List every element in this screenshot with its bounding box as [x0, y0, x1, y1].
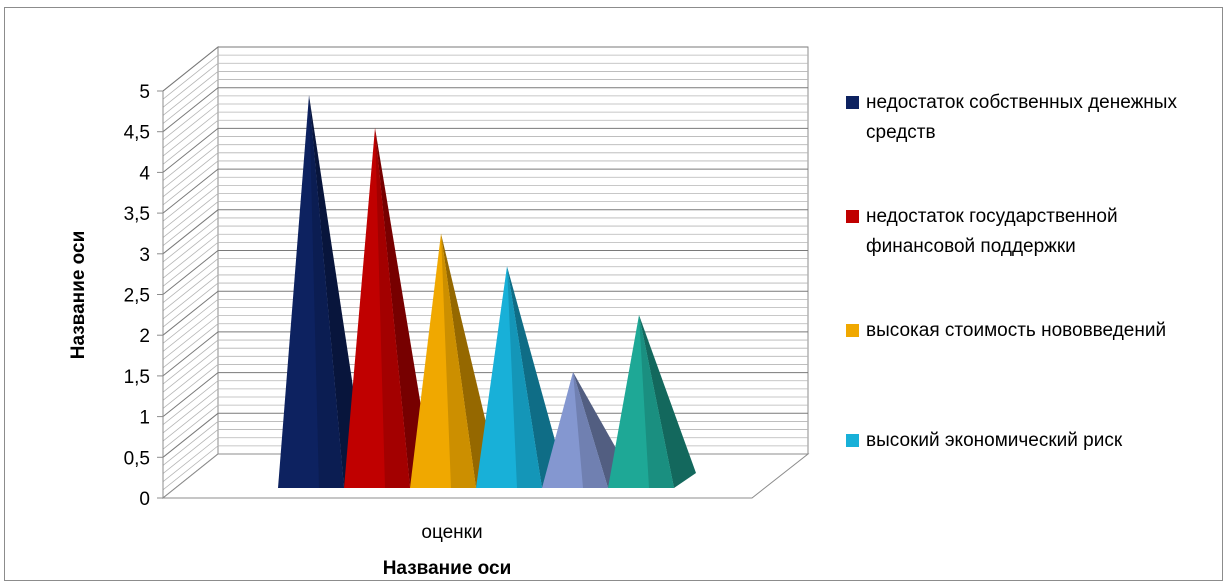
pyramid-1 — [278, 95, 366, 488]
minor-gridline — [162, 388, 808, 434]
pyramid-front-shade — [639, 315, 674, 488]
pyramid-side-face — [507, 266, 564, 488]
pyramid-front-shade — [375, 127, 410, 488]
x-category-label: оценки — [421, 522, 482, 543]
pyramid-3 — [410, 233, 498, 488]
minor-gridline — [162, 307, 808, 352]
minor-gridline — [162, 54, 808, 100]
minor-gridline — [162, 95, 808, 141]
minor-gridline — [162, 380, 808, 426]
pyramid-4 — [476, 266, 564, 488]
y-tick-label: 0,5 — [124, 448, 150, 469]
y-tick-label: 1,5 — [124, 367, 150, 388]
major-gridline — [162, 46, 808, 92]
pyramid-front-shade — [573, 372, 608, 488]
y-tick-label: 2 — [139, 326, 150, 347]
pyramid-front-shade — [507, 266, 542, 488]
minor-gridline — [162, 429, 808, 474]
major-gridline — [162, 250, 808, 295]
gridlines — [162, 46, 808, 499]
major-gridline — [162, 331, 808, 377]
pyramid-side-face — [309, 95, 366, 488]
y-tick-label: 5 — [139, 82, 150, 103]
legend-swatch — [846, 434, 859, 447]
minor-gridline — [162, 79, 808, 124]
y-tick-label: 1 — [139, 408, 150, 429]
pyramid-front-shade — [441, 233, 476, 488]
major-gridline — [162, 290, 808, 336]
y-tick-label: 4,5 — [124, 123, 150, 144]
minor-gridline — [162, 364, 808, 409]
minor-gridline — [162, 355, 808, 401]
minor-gridline — [162, 298, 808, 344]
minor-gridline — [162, 396, 808, 442]
minor-gridline — [162, 217, 808, 263]
y-axis-ticks: 0 0,5 1 1,5 2 2,5 3 3,5 4 4,5 5 — [124, 82, 164, 510]
x-axis-title: Название оси — [383, 558, 512, 579]
minor-gridline — [162, 274, 808, 320]
minor-gridline — [162, 225, 808, 271]
legend-item-economic-risk: высокий экономический риск — [846, 426, 1216, 456]
major-gridline — [162, 87, 808, 133]
pyramid-side-face — [375, 127, 432, 488]
minor-gridline — [162, 323, 808, 369]
minor-gridline — [162, 421, 808, 466]
minor-gridline — [162, 111, 808, 157]
legend-item-own-funds: недостаток собственных денежных средств — [846, 88, 1216, 148]
minor-gridline — [162, 176, 808, 222]
minor-gridline — [162, 315, 808, 360]
y-tick-label: 0 — [139, 489, 150, 510]
y-tick-label: 2,5 — [124, 286, 150, 307]
major-gridline — [162, 412, 808, 458]
legend-label: высокая стоимость нововведений — [866, 320, 1167, 341]
legend-label: высокий экономический риск — [866, 430, 1123, 451]
minor-gridline — [162, 241, 808, 287]
minor-gridline — [162, 136, 808, 181]
legend-label: недостаток собственных денежных средств — [866, 92, 1177, 143]
pyramid-side-face — [639, 315, 696, 488]
legend-swatch — [846, 210, 859, 223]
minor-gridline — [162, 193, 808, 238]
minor-gridline — [162, 184, 808, 230]
major-gridline — [162, 168, 808, 214]
pyramid-2 — [344, 127, 432, 488]
minor-gridline — [162, 258, 808, 303]
pyramid-6 — [608, 315, 696, 488]
minor-gridline — [162, 160, 808, 206]
minor-gridline — [162, 404, 808, 450]
minor-gridline — [162, 347, 808, 393]
y-tick-label: 3 — [139, 245, 150, 266]
pyramid-side-face — [441, 233, 498, 488]
minor-gridline — [162, 339, 808, 385]
minor-gridline — [162, 144, 808, 189]
y-tick-label: 3,5 — [124, 204, 150, 225]
minor-gridline — [162, 103, 808, 149]
minor-gridline — [162, 266, 808, 312]
minor-gridline — [162, 152, 808, 198]
pyramid-front-shade — [309, 95, 344, 488]
y-axis-title: Название оси — [68, 231, 89, 360]
minor-gridline — [162, 282, 808, 328]
pyramids — [278, 95, 696, 488]
minor-gridline — [162, 437, 808, 483]
minor-gridline — [162, 233, 808, 279]
legend-swatch — [846, 96, 859, 109]
legend-swatch — [846, 324, 859, 337]
minor-gridline — [162, 201, 808, 246]
major-gridline — [162, 372, 808, 417]
major-gridline — [162, 127, 808, 173]
y-tick-label: 4 — [139, 163, 150, 184]
legend-label: недостаток государственной финансовой по… — [866, 206, 1118, 257]
legend-item-state-support: недостаток государственной финансовой по… — [846, 202, 1216, 262]
legend-item-innovation-cost: высокая стоимость нововведений — [846, 316, 1216, 346]
minor-gridline — [162, 71, 808, 116]
major-gridline — [162, 209, 808, 255]
minor-gridline — [162, 119, 808, 165]
minor-gridline — [162, 62, 808, 108]
